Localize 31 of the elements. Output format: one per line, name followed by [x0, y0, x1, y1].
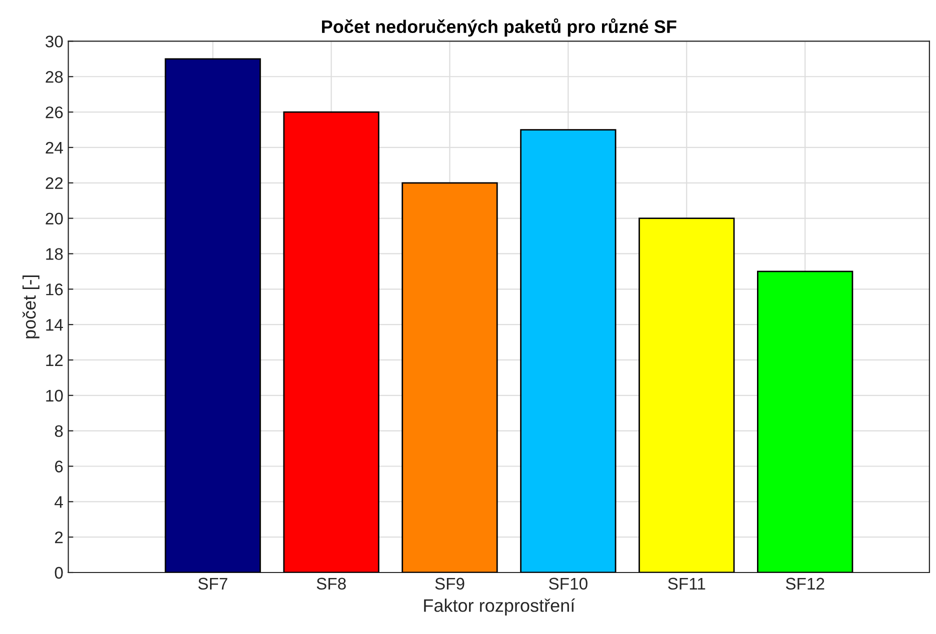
y-tick-label: 16 [46, 284, 63, 296]
y-tick-label: 12 [46, 354, 63, 366]
bar [164, 58, 261, 572]
y-tick-label: 28 [46, 71, 63, 83]
x-tick-label: SF8 [316, 578, 346, 590]
bar [757, 270, 854, 572]
chart-title: Počet nedoručených paketů pro různé SF [322, 18, 676, 37]
x-tick-label: SF9 [435, 578, 464, 590]
y-tick-label: 4 [54, 496, 63, 508]
y-tick-label: 10 [46, 390, 63, 402]
y-tick-label: 22 [46, 177, 63, 189]
y-tick-label: 18 [46, 248, 63, 260]
y-tick-label: 6 [55, 460, 63, 472]
y-tick-label: 14 [46, 319, 63, 331]
x-tick-label: SF11 [668, 578, 706, 590]
bar [520, 129, 616, 572]
y-tick-label: 8 [54, 425, 63, 438]
y-tick-label: 0 [54, 566, 63, 579]
bar [283, 111, 380, 572]
y-tick-label: 26 [46, 106, 63, 118]
x-tick-label: SF12 [786, 578, 824, 590]
y-tick-label: 20 [46, 212, 63, 225]
bar [638, 218, 735, 572]
y-tick-label: 2 [55, 531, 63, 544]
y-tick-label: 24 [46, 142, 63, 154]
bar [402, 182, 498, 572]
x-tick-label: SF7 [198, 578, 228, 590]
x-tick-label: SF10 [549, 578, 588, 590]
x-axis-title: Faktor rozprostření [424, 598, 576, 616]
y-tick-label: 30 [46, 36, 63, 48]
y-axis-title: počet [-] [22, 276, 40, 338]
